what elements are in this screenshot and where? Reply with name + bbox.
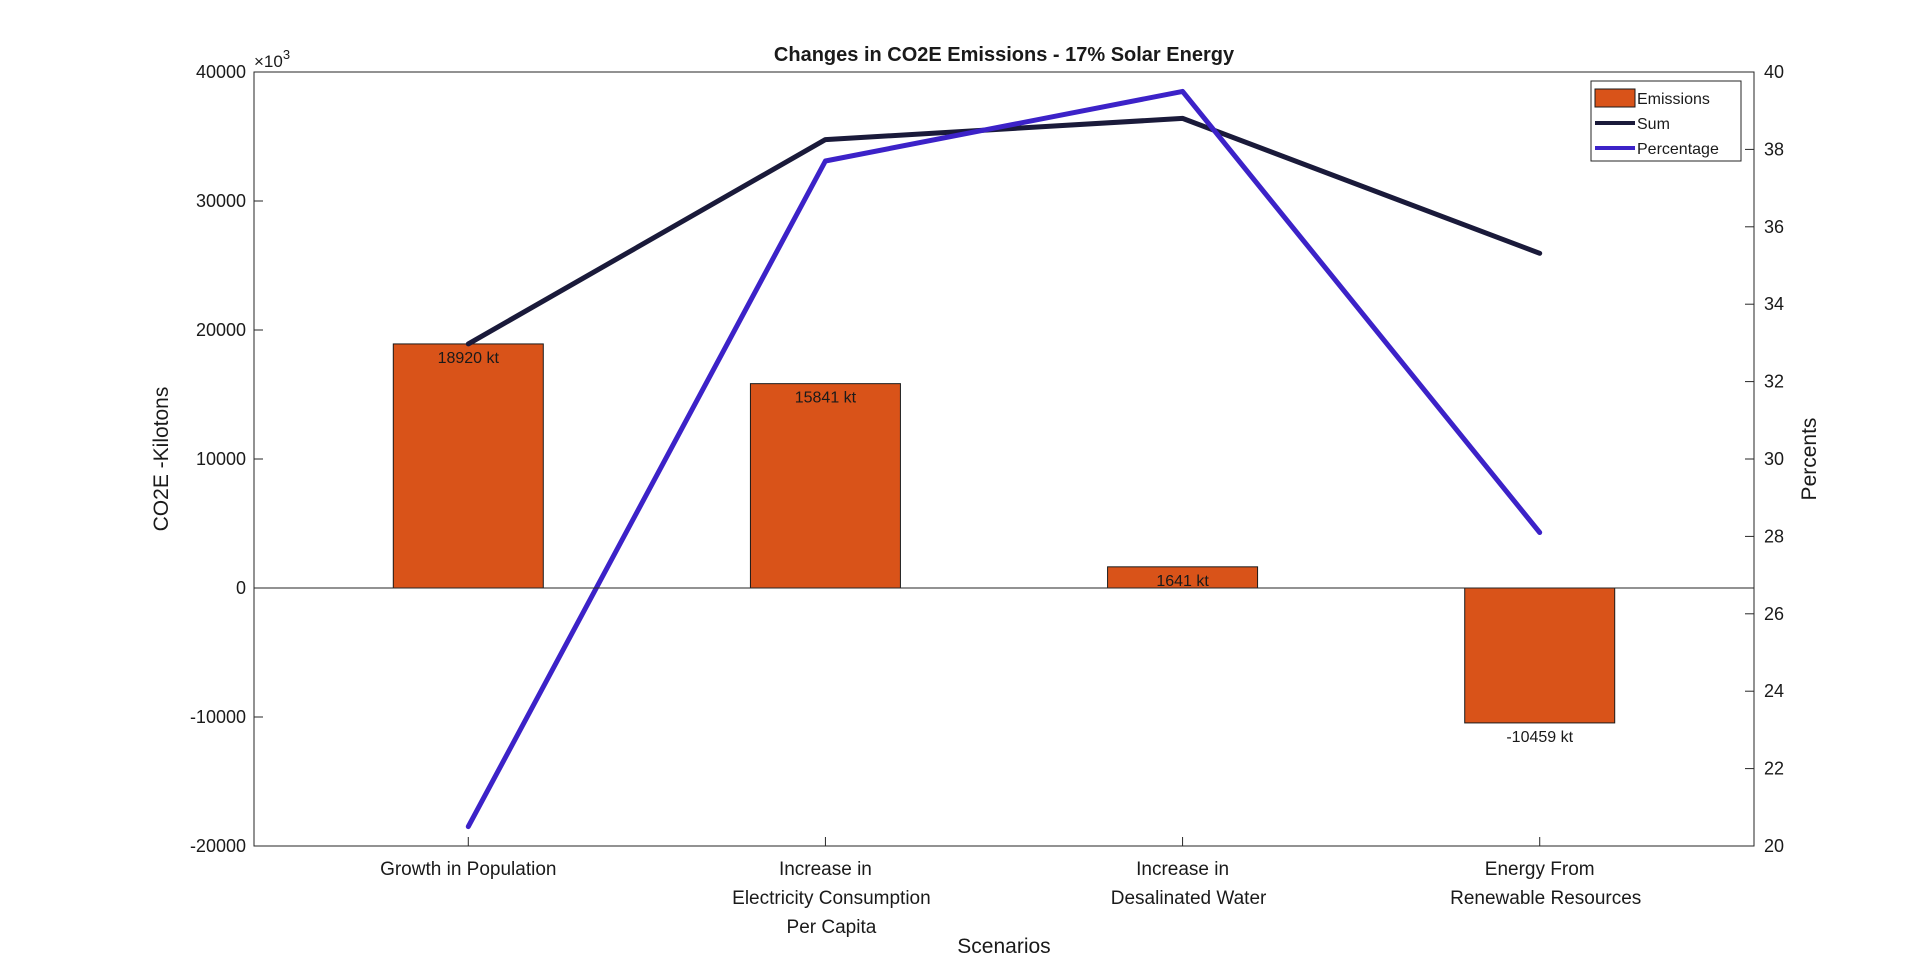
x-tick-label: Growth in Population [380, 859, 556, 880]
legend-label-emissions: Emissions [1637, 91, 1710, 108]
y-right-tick-label: 22 [1764, 759, 1784, 779]
y-right-tick-label: 38 [1764, 139, 1784, 159]
labels-layer: 18920 kt 15841 kt 1641 kt -10459 kt [438, 350, 1574, 746]
bar-data-label: 15841 kt [795, 390, 857, 407]
sum-line [465, 115, 1543, 347]
y-tick-label: 0 [236, 578, 246, 598]
y-right-tick-label: 40 [1764, 62, 1784, 82]
y-right-tick-label: 32 [1764, 372, 1784, 392]
y-axis-exponent: ×103 [254, 47, 290, 71]
y-right-tick-label: 26 [1764, 604, 1784, 624]
x-tick-label-line: Electricity Consumption [732, 888, 931, 909]
x-tick-label-line: Desalinated Water [1111, 888, 1267, 909]
legend[interactable]: Emissions Sum Percentage [1590, 80, 1742, 162]
bar-data-label: 1641 kt [1156, 573, 1209, 590]
bar-2 [749, 383, 901, 589]
y-right-tick-label: 36 [1764, 217, 1784, 237]
exponent-power: 3 [283, 47, 290, 62]
y-axis-label: CO2E -Kilotons [150, 387, 173, 532]
y-right-tick-label: 28 [1764, 526, 1784, 546]
x-tick-label-line: Renewable Resources [1450, 888, 1641, 909]
x-tick-label-line: Increase in [779, 859, 872, 880]
percentage-line [465, 88, 1543, 830]
chart-title: Changes in CO2E Emissions - 17% Solar En… [774, 44, 1235, 66]
y-right-tick-label: 20 [1764, 836, 1784, 856]
legend-label-percentage: Percentage [1637, 141, 1719, 158]
legend-label-sum: Sum [1637, 116, 1670, 133]
bar-data-label: 18920 kt [438, 350, 500, 367]
y-tick-label: 10000 [196, 449, 246, 469]
x-tick-label-line: Energy From [1485, 859, 1595, 880]
y-right-tick-label: 24 [1764, 681, 1784, 701]
bars-layer [392, 343, 1616, 724]
x-tick-label: Energy From Renewable Resources [1450, 859, 1641, 909]
lines-layer [465, 88, 1543, 830]
y-tick-label: -10000 [190, 707, 246, 727]
y-tick-label: 30000 [196, 191, 246, 211]
x-tick-label-line: Increase in [1136, 859, 1229, 880]
bar-1 [392, 343, 544, 589]
y-tick-label: -20000 [190, 836, 246, 856]
x-tick-label: Increase in Desalinated Water [1111, 859, 1267, 909]
axes-layer: -20000 -10000 0 10000 20000 30000 40000 20 22 24 2… [190, 62, 1784, 938]
x-tick-label: Increase in Electricity Consumption Per Ca… [732, 859, 931, 938]
y-tick-label: 40000 [196, 62, 246, 82]
x-axis-label: Scenarios [957, 935, 1050, 958]
x-tick-label-line: Per Capita [787, 917, 877, 938]
y-tick-label: 20000 [196, 320, 246, 340]
y-right-tick-label: 30 [1764, 449, 1784, 469]
bar-4 [1464, 587, 1616, 724]
exponent-base: ×10 [254, 52, 283, 71]
x-tick-label-line: Growth in Population [380, 859, 556, 880]
legend-swatch-emissions [1594, 88, 1636, 108]
y-right-tick-label: 34 [1764, 294, 1784, 314]
bar-data-label: -10459 kt [1506, 729, 1573, 746]
y-axis-label-right: Percents [1798, 418, 1821, 501]
